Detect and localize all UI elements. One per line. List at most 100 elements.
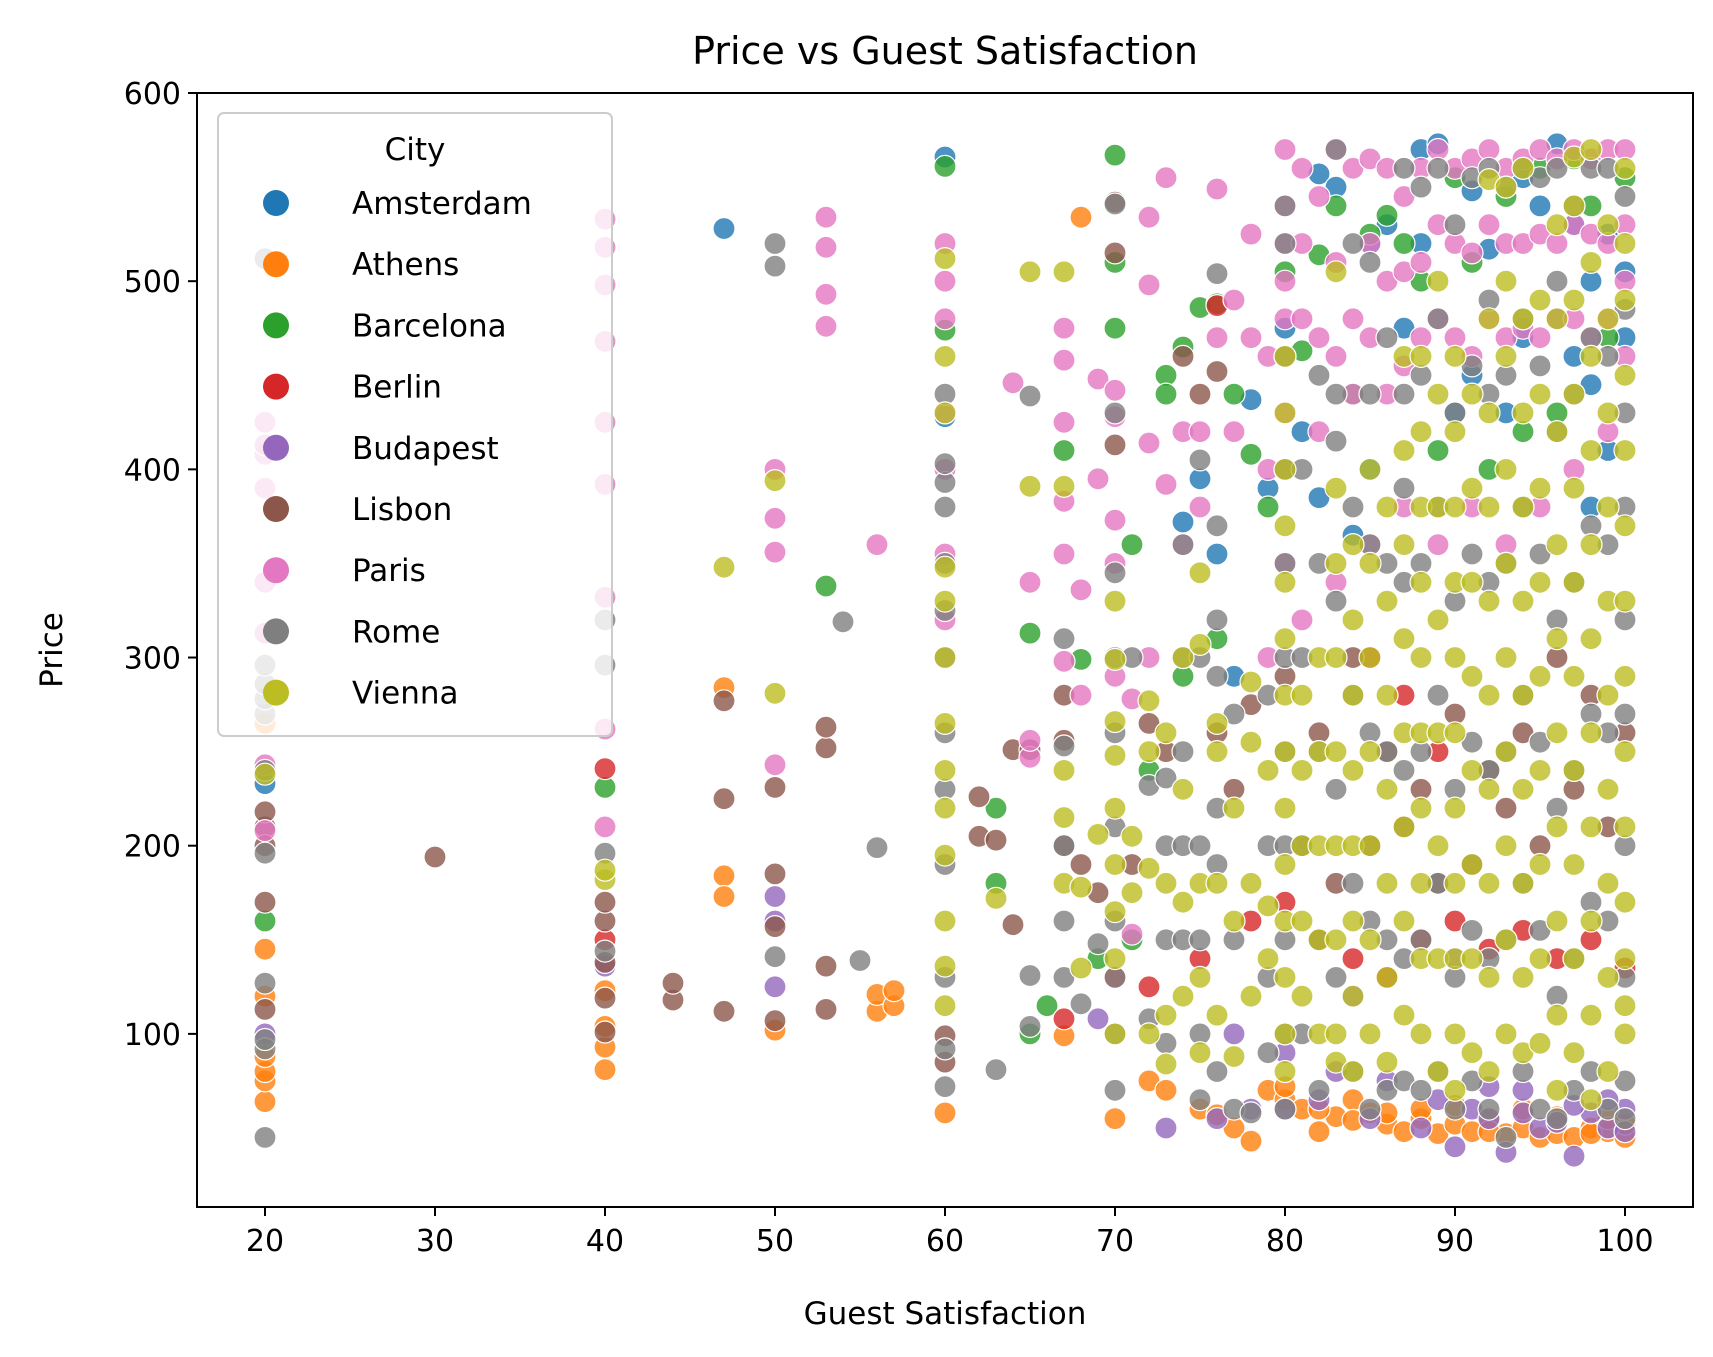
data-point — [1188, 632, 1212, 657]
data-point — [1273, 269, 1297, 293]
data-point — [1409, 1022, 1433, 1046]
data-point — [882, 978, 906, 1003]
data-point — [1494, 645, 1518, 670]
data-point — [253, 1089, 277, 1114]
data-point — [763, 914, 787, 939]
data-point — [1426, 438, 1450, 463]
data-point — [593, 890, 617, 914]
data-point — [933, 154, 957, 178]
data-point — [1103, 316, 1127, 340]
data-point — [1511, 156, 1535, 180]
data-point — [1324, 965, 1348, 990]
data-point — [1018, 963, 1042, 988]
data-point — [1460, 382, 1484, 406]
data-point — [1477, 965, 1501, 990]
data-point — [1460, 542, 1484, 566]
data-point — [1086, 822, 1110, 847]
x-axis: 20 30 40 50 60 70 80 90 100 — [246, 1207, 1654, 1259]
data-point — [1613, 815, 1637, 839]
data-point — [1545, 1078, 1569, 1102]
data-point — [1052, 410, 1076, 434]
data-point — [1290, 683, 1314, 707]
data-point — [1069, 852, 1093, 877]
data-point — [1341, 231, 1365, 256]
data-point — [1528, 570, 1552, 594]
data-point — [1511, 777, 1535, 801]
data-point — [1443, 213, 1467, 237]
data-point — [1341, 532, 1365, 557]
data-point — [1052, 1007, 1076, 1031]
data-point — [1069, 205, 1093, 229]
data-point — [933, 796, 957, 820]
data-point — [1222, 796, 1246, 820]
data-point — [712, 216, 736, 241]
data-point — [1528, 476, 1552, 500]
data-point — [1426, 608, 1450, 632]
data-point — [1273, 570, 1297, 594]
data-point — [1426, 834, 1450, 858]
x-axis-label: Guest Satisfaction — [804, 1296, 1087, 1332]
data-point — [1409, 1116, 1433, 1140]
data-point — [1562, 194, 1586, 218]
data-point — [1273, 137, 1297, 162]
data-point — [848, 948, 872, 973]
data-point — [1460, 852, 1484, 877]
data-point — [1562, 946, 1586, 971]
data-point — [1409, 1078, 1433, 1102]
data-point — [1460, 946, 1484, 971]
data-point — [1613, 156, 1637, 180]
data-point — [1137, 975, 1161, 999]
data-point — [1494, 739, 1518, 764]
data-point — [1494, 1022, 1518, 1046]
data-point — [1613, 231, 1637, 256]
data-point — [1256, 894, 1280, 918]
data-point — [1392, 476, 1416, 500]
data-point — [1579, 1088, 1603, 1112]
data-point — [1103, 401, 1127, 425]
data-point — [814, 954, 838, 978]
data-point — [1477, 871, 1501, 895]
data-point — [1358, 551, 1382, 576]
data-point — [1103, 743, 1127, 768]
data-point — [933, 401, 957, 425]
data-point — [1426, 1059, 1450, 1084]
data-point — [1613, 184, 1637, 209]
data-point — [1103, 852, 1127, 877]
data-point — [814, 715, 838, 739]
data-point — [593, 986, 617, 1010]
legend-label: Budapest — [352, 431, 499, 467]
x-tick-label: 100 — [1596, 1224, 1653, 1259]
data-point — [1477, 495, 1501, 519]
data-point — [1545, 1003, 1569, 1027]
data-point — [984, 796, 1008, 820]
data-point — [933, 269, 957, 293]
data-point — [1596, 683, 1620, 707]
data-point — [1052, 474, 1076, 498]
data-point — [1103, 378, 1127, 402]
data-point — [1545, 627, 1569, 651]
data-point — [661, 971, 685, 995]
legend-label: Amsterdam — [352, 186, 532, 222]
data-point — [1392, 815, 1416, 839]
data-point — [1341, 871, 1365, 895]
data-point — [1052, 627, 1076, 651]
data-point — [984, 886, 1008, 911]
data-point — [763, 469, 787, 493]
data-point — [1120, 922, 1144, 946]
data-point — [1205, 608, 1229, 632]
data-point — [1341, 608, 1365, 632]
data-point — [1443, 344, 1467, 368]
data-point — [1579, 1003, 1603, 1027]
data-point — [1460, 758, 1484, 783]
data-point — [1171, 510, 1195, 534]
data-point — [1528, 382, 1552, 406]
data-point — [593, 1020, 617, 1044]
data-point — [1511, 871, 1535, 895]
legend-title: City — [385, 132, 446, 168]
data-point — [1256, 758, 1280, 783]
x-tick-label: 30 — [416, 1224, 454, 1259]
data-point — [1409, 645, 1433, 670]
data-point — [1205, 262, 1229, 286]
data-point — [1613, 994, 1637, 1018]
data-point — [1511, 401, 1535, 425]
